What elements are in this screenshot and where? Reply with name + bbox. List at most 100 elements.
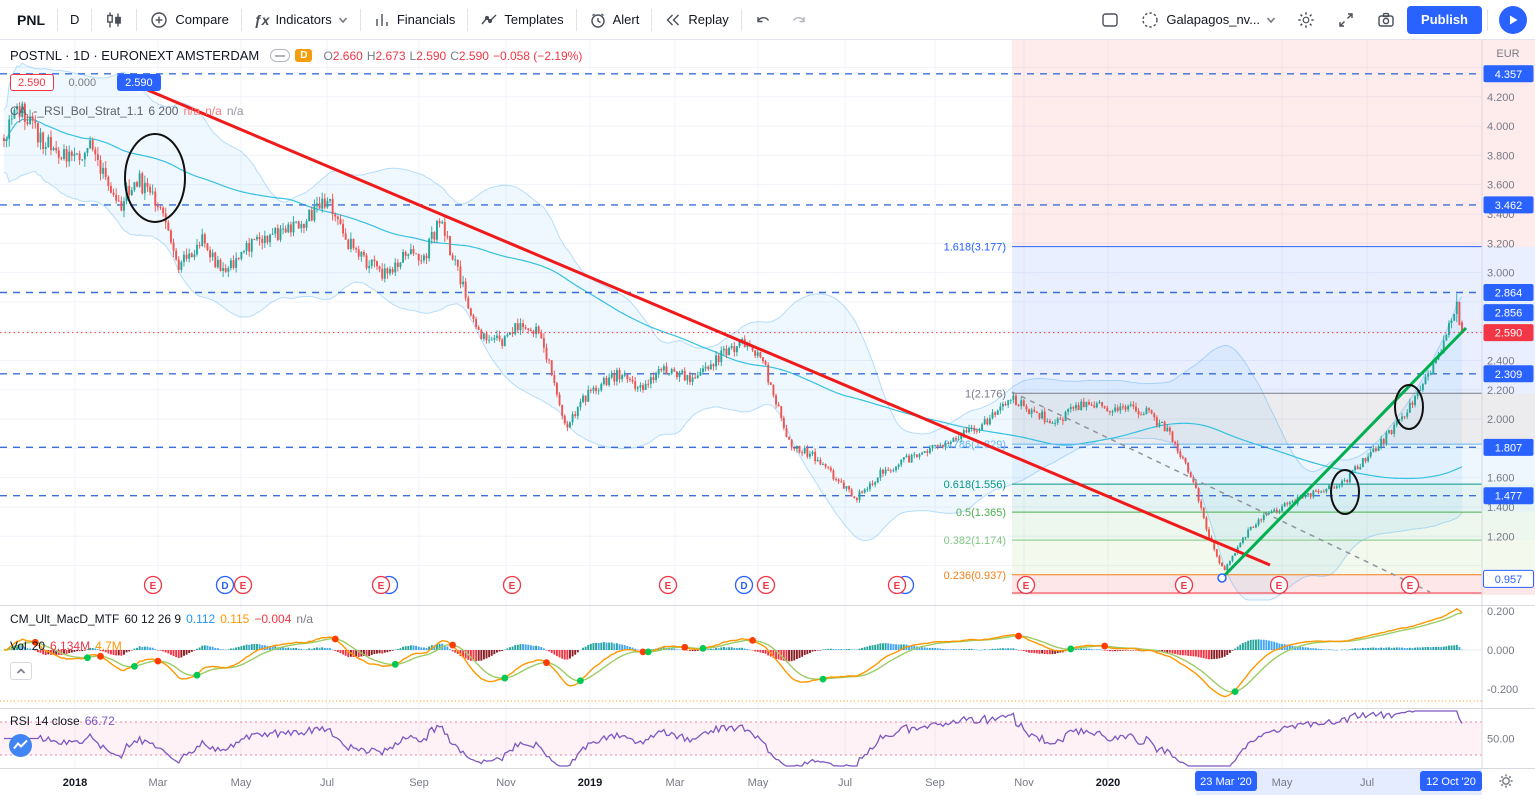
fullscreen-button[interactable]: [1327, 6, 1365, 34]
play-icon: [1510, 15, 1518, 24]
svg-text:2.400: 2.400: [1487, 355, 1515, 367]
financials-label: Financials: [396, 12, 456, 27]
logo-icon: [9, 734, 32, 757]
tradingview-logo[interactable]: [8, 733, 33, 758]
toolbar-right: Galapagos_nv... Publish: [1091, 5, 1527, 34]
svg-text:23 Mar '20: 23 Mar '20: [1200, 776, 1252, 788]
svg-text:4.200: 4.200: [1487, 92, 1515, 104]
publish-button[interactable]: Publish: [1407, 5, 1482, 34]
cloud-layout-icon: [1142, 11, 1159, 28]
svg-text:May: May: [748, 777, 769, 789]
svg-text:E: E: [1407, 581, 1414, 592]
svg-text:D: D: [740, 581, 747, 592]
alarm-clock-icon: [590, 12, 605, 28]
ellipse-annotations[interactable]: [124, 133, 1424, 583]
svg-text:3.600: 3.600: [1487, 180, 1515, 192]
svg-text:E: E: [509, 581, 516, 592]
divider: [651, 8, 653, 31]
svg-text:0.200: 0.200: [1487, 606, 1515, 618]
svg-text:E: E: [240, 581, 247, 592]
trendline-drawings[interactable]: [137, 84, 1468, 593]
svg-text:2.864: 2.864: [1495, 288, 1523, 300]
svg-text:1.477: 1.477: [1495, 491, 1523, 503]
fullscreen-icon: [1339, 12, 1353, 27]
svg-text:12 Oct '20: 12 Oct '20: [1426, 776, 1476, 788]
svg-text:4.000: 4.000: [1487, 121, 1515, 133]
redo-button[interactable]: [781, 6, 817, 34]
chevron-down-icon: [338, 16, 347, 23]
compare-plus-icon: [151, 11, 168, 28]
replay-label: Replay: [688, 12, 729, 27]
svg-text:2019: 2019: [578, 777, 602, 789]
bar-chart-icon: [376, 13, 388, 26]
collapse-pane-button[interactable]: [10, 662, 32, 680]
alert-button[interactable]: Alert: [580, 6, 649, 34]
undo-button[interactable]: [745, 6, 781, 34]
chevron-down-icon: [1266, 16, 1276, 23]
divider: [136, 8, 138, 31]
symbol-search-button[interactable]: PNL: [8, 6, 54, 34]
svg-text:0.957: 0.957: [1495, 574, 1523, 586]
interval-button[interactable]: D: [61, 6, 88, 34]
svg-text:E: E: [378, 581, 385, 592]
svg-text:0.000: 0.000: [1487, 645, 1515, 657]
price-scale[interactable]: EUR4.2004.0003.8003.6003.4003.2003.0002.…: [1481, 40, 1535, 768]
svg-text:Jul: Jul: [838, 777, 852, 789]
svg-text:0.382(1.174): 0.382(1.174): [944, 535, 1006, 547]
symbol-name: PNL: [17, 11, 45, 28]
divider: [57, 8, 58, 31]
svg-text:Mar: Mar: [666, 777, 685, 789]
top-toolbar: PNL D Compare ƒx Indicators: [0, 0, 1535, 40]
indicators-label: Indicators: [275, 12, 332, 27]
divider: [91, 8, 93, 31]
indicators-button[interactable]: ƒx Indicators: [245, 6, 357, 34]
svg-text:Mar: Mar: [149, 777, 168, 789]
svg-text:1.600: 1.600: [1487, 473, 1515, 485]
svg-text:50.00: 50.00: [1487, 734, 1515, 746]
svg-text:-0.200: -0.200: [1487, 684, 1518, 696]
chart-settings-button[interactable]: [1287, 6, 1325, 34]
svg-text:E: E: [665, 581, 672, 592]
svg-text:E: E: [894, 581, 901, 592]
alert-level-lines[interactable]: [0, 73, 1482, 497]
svg-text:3.200: 3.200: [1487, 238, 1515, 250]
divider: [575, 8, 577, 31]
interval-label: D: [70, 12, 80, 27]
divider: [467, 8, 469, 31]
macd-pane: [0, 607, 1482, 702]
svg-text:EUR: EUR: [1496, 48, 1519, 60]
templates-button[interactable]: Templates: [471, 6, 572, 34]
axis-settings-gear-icon[interactable]: [1499, 774, 1513, 788]
divider: [240, 8, 242, 31]
svg-text:1(2.176): 1(2.176): [965, 388, 1006, 400]
compare-button[interactable]: Compare: [140, 6, 237, 34]
divider: [740, 8, 742, 31]
svg-text:4.357: 4.357: [1495, 69, 1523, 81]
templates-label: Templates: [504, 12, 564, 27]
layout-select-button[interactable]: [1091, 6, 1129, 34]
saved-layout-button[interactable]: Galapagos_nv...: [1131, 6, 1285, 34]
divider: [1487, 8, 1488, 31]
play-button[interactable]: [1499, 5, 1527, 34]
svg-text:3.000: 3.000: [1487, 268, 1515, 280]
svg-text:E: E: [1023, 581, 1030, 592]
snapshot-button[interactable]: [1367, 6, 1405, 34]
svg-text:D: D: [221, 581, 228, 592]
rsi-pane: [0, 710, 1482, 767]
replay-button[interactable]: Replay: [655, 6, 737, 34]
fib-levels: 1.618(3.177)1(2.176)0.786(1.829)0.618(1.…: [944, 242, 1482, 594]
candlestick-icon: [107, 12, 122, 27]
time-axis[interactable]: 2018 Mar May Jul Sep Nov 2019 Mar May Jul Sep Nov 20…: [63, 769, 1513, 795]
replay-icon: [666, 14, 680, 25]
divider: [359, 8, 361, 31]
alert-label: Alert: [612, 12, 640, 27]
redo-arrow-icon: [792, 16, 805, 22]
event-markers[interactable]: D DE E E E E E E E E E E: [143, 575, 1420, 595]
chart-style-button[interactable]: [95, 6, 133, 34]
svg-text:1.400: 1.400: [1487, 502, 1515, 514]
financials-button[interactable]: Financials: [364, 6, 465, 34]
svg-text:1.618(3.177): 1.618(3.177): [944, 242, 1006, 254]
svg-text:2.309: 2.309: [1495, 369, 1523, 381]
